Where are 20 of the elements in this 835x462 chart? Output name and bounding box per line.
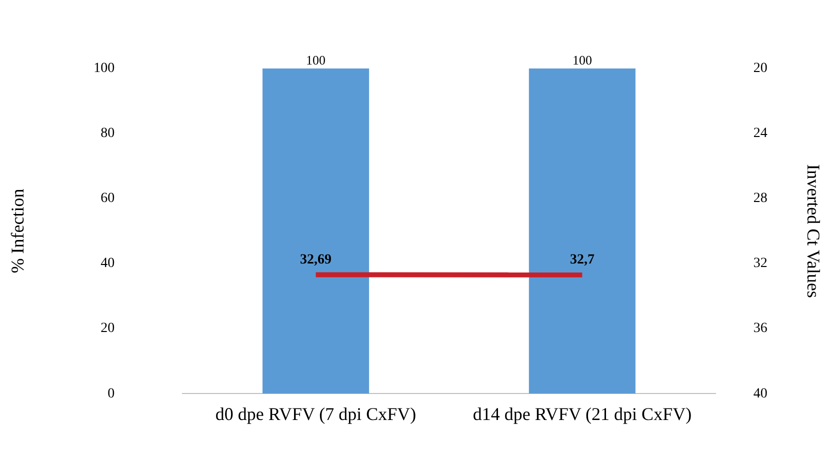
data-label: 100 (572, 52, 592, 68)
y2-tick-label: 40 (753, 386, 768, 402)
y-tick-label: 40 (100, 256, 115, 272)
y2-axis-title: Inverted Ct Values (803, 164, 824, 298)
y-tick-label: 20 (100, 321, 115, 336)
y2-tick-label: 24 (753, 126, 768, 142)
x-tick-label: d0 dpe RVFV (7 dpi CxFV) (215, 404, 416, 424)
y-tick-label: 60 (100, 191, 115, 206)
y-tick-label: 80 (100, 126, 115, 142)
y-tick-label: 100 (94, 61, 115, 76)
y2-tick-label: 32 (753, 256, 768, 272)
y-axis-title: % Infection (8, 188, 28, 274)
data-label: 32,69 (300, 252, 332, 268)
x-tick-label: d14 dpe RVFV (21 dpi CxFV) (472, 404, 692, 424)
data-label: 100 (306, 52, 326, 68)
y2-tick-label: 28 (753, 191, 768, 206)
y2-tick-label: 36 (753, 321, 768, 336)
y2-tick-label: 20 (753, 61, 768, 76)
data-label: 32,7 (570, 252, 594, 268)
y-tick-label: 0 (108, 386, 115, 402)
